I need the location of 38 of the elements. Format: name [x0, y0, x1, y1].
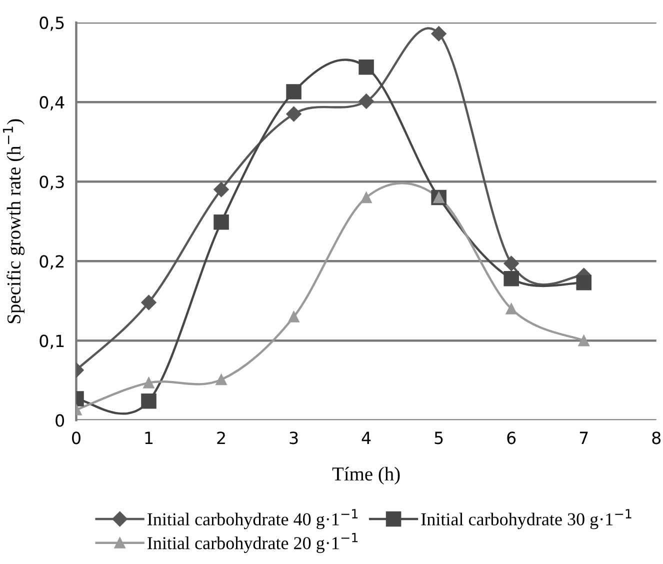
legend-label: Initial carbohydrate 30 g·1$^{−1}$ [421, 509, 632, 530]
point [286, 106, 302, 122]
y-tick-label: 0,3 [40, 176, 64, 190]
point [358, 94, 374, 109]
x-tick-label: 5 [434, 432, 443, 444]
x-tick-label: 3 [290, 432, 298, 444]
x-tick-label: 4 [362, 432, 371, 444]
x-tick-label: 7 [580, 432, 588, 444]
point [504, 256, 519, 272]
point [360, 192, 372, 204]
y-tick-label: 0,5 [40, 16, 64, 31]
x-tick-label: 8 [652, 432, 661, 444]
y-axis-title: Specific growth rate (h$^{−1}$) [2, 119, 25, 324]
x-axis-title: Tíme (h) [332, 466, 400, 485]
y-tick-label: 0,4 [40, 96, 64, 110]
point [431, 26, 446, 42]
point [576, 274, 592, 290]
point [288, 311, 300, 322]
point [214, 182, 229, 198]
point [286, 84, 302, 100]
point [141, 393, 156, 409]
point [216, 374, 227, 386]
x-tick-label: 6 [507, 432, 516, 444]
point [143, 377, 154, 388]
x-tick-label: 2 [217, 432, 225, 444]
point [504, 270, 519, 286]
point [578, 335, 590, 346]
point [358, 59, 374, 75]
point [141, 294, 156, 310]
legend-label: Initial carbohydrate 40 g·1$^{−1}$ [148, 509, 358, 530]
x-tick-label: 1 [145, 432, 153, 444]
point [214, 214, 229, 230]
point [506, 303, 517, 314]
y-tick-label: 0,2 [40, 255, 64, 270]
y-tick-label: 0,1 [40, 334, 64, 349]
x-tick-label: 0 [72, 432, 80, 444]
legend-label: Initial carbohydrate 20 g·1$^{−1}$ [148, 532, 358, 553]
y-tick-label: 0 [56, 414, 64, 427]
